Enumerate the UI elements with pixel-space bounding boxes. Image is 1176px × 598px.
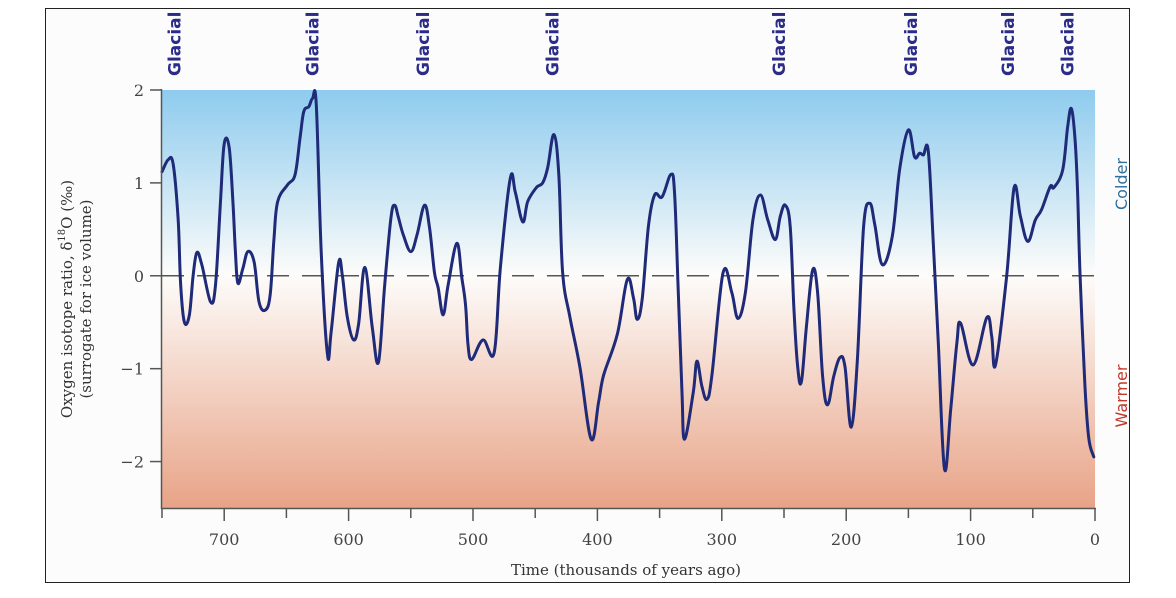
plot-background (162, 90, 1095, 508)
y-axis-title-sup: 18 (57, 229, 68, 242)
glacial-label: Glacial (902, 12, 922, 76)
glacial-label: Glacial (304, 12, 324, 76)
warmer-label: Warmer (1112, 364, 1131, 427)
y-tick-label: 2 (134, 81, 144, 100)
x-tick-label: 200 (831, 530, 862, 549)
glacial-label: Glacial (770, 12, 790, 76)
y-axis-title: Oxygen isotope ratio, δ18O (‰) (surrogat… (57, 180, 95, 418)
y-axis-title-part1: Oxygen isotope ratio, δ (58, 242, 76, 419)
glacial-label: Glacial (165, 12, 185, 76)
x-tick-label: 300 (707, 530, 738, 549)
glacial-labels: Glacial Glacial Glacial Glacial Glacial Glaci… (165, 12, 1078, 76)
x-axis-ticks: 700 600 500 400 300 200 100 0 (161, 508, 1100, 549)
glacial-label: Glacial (1059, 12, 1079, 76)
glacial-label: Glacial (544, 12, 564, 76)
glacial-label: Glacial (414, 12, 434, 76)
colder-label: Colder (1112, 158, 1131, 210)
x-tick-label: 400 (582, 530, 613, 549)
y-tick-label: 0 (134, 267, 144, 286)
y-axis-ticks: 2 1 0 −1 −2 (120, 81, 162, 472)
x-tick-label: 100 (955, 530, 986, 549)
svg-text:Oxygen isotope ratio, δ18O (‰): Oxygen isotope ratio, δ18O (‰) (57, 180, 76, 418)
y-axis-subtitle: (surrogate for ice volume) (77, 199, 95, 398)
isotope-series-line (160, 89, 1096, 473)
x-tick-label: 0 (1090, 530, 1100, 549)
y-tick-label: −2 (120, 453, 144, 472)
y-axis-title-part2: O (‰) (58, 180, 76, 229)
glacial-label: Glacial (999, 12, 1019, 76)
x-tick-label: 500 (458, 530, 489, 549)
x-tick-label: 600 (333, 530, 364, 549)
y-tick-label: 1 (134, 174, 144, 193)
x-axis-title: Time (thousands of years ago) (511, 561, 741, 579)
y-tick-label: −1 (120, 360, 144, 379)
x-tick-label: 700 (209, 530, 240, 549)
